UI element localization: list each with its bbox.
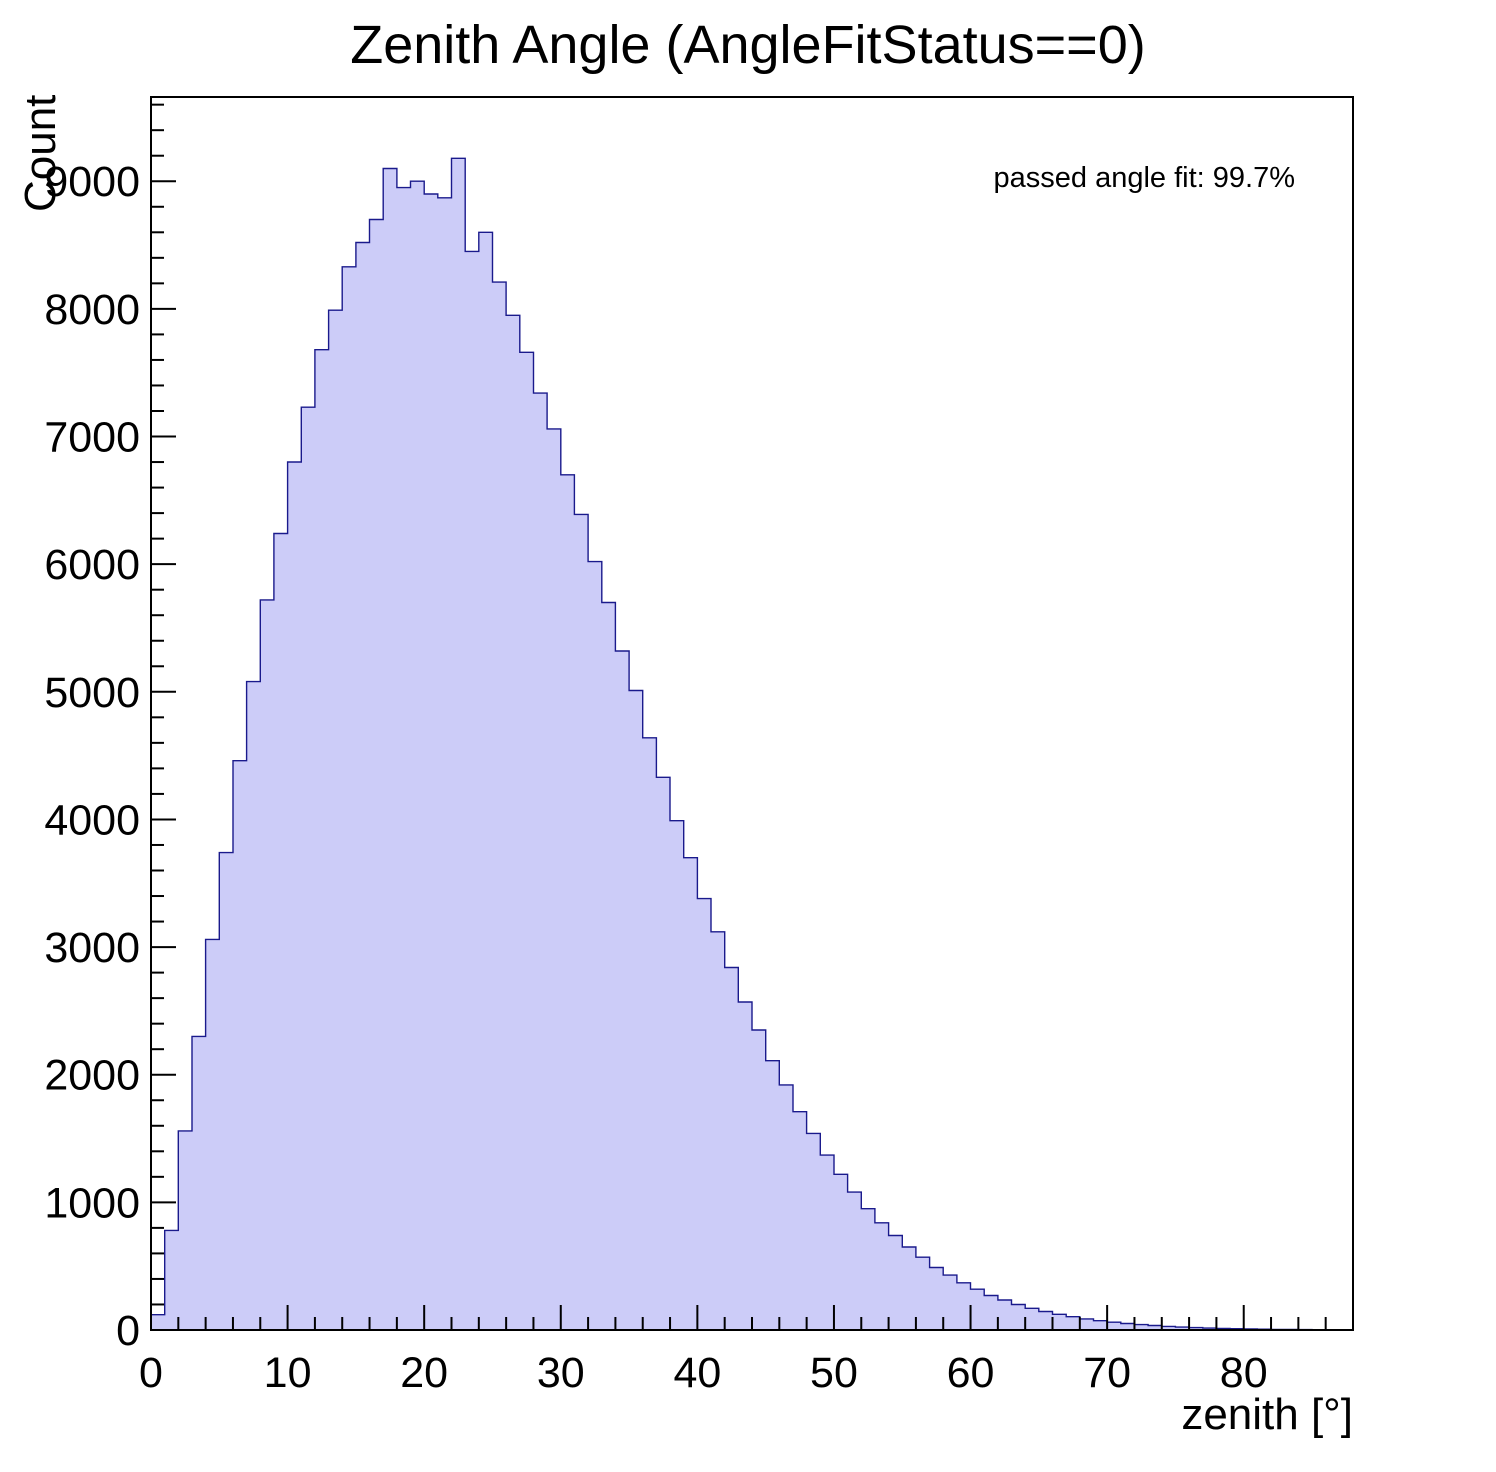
- x-tick-label: 20: [400, 1349, 448, 1397]
- y-tick-label: 5000: [44, 669, 140, 717]
- y-tick-label: 2000: [44, 1052, 140, 1100]
- histogram-area: [150, 157, 1354, 1331]
- x-tick-label: 10: [264, 1349, 312, 1397]
- y-tick-label: 1000: [44, 1179, 140, 1227]
- x-axis-title: zenith [°]: [1181, 1390, 1353, 1439]
- y-axis-title: Count: [16, 94, 65, 212]
- y-tick-label: 9000: [44, 158, 140, 206]
- y-tick-label: 7000: [44, 414, 140, 462]
- y-tick-label: 4000: [44, 796, 140, 844]
- y-tick-label: 8000: [44, 286, 140, 334]
- x-tick-label: 70: [1083, 1349, 1131, 1397]
- x-tick-label: 40: [673, 1349, 721, 1397]
- x-tick-label: 0: [139, 1349, 163, 1397]
- x-tick-label: 50: [810, 1349, 858, 1397]
- y-tick-label: 0: [116, 1307, 140, 1355]
- x-tick-label: 30: [537, 1349, 585, 1397]
- x-tick-label: 80: [1220, 1349, 1268, 1397]
- y-tick-label: 3000: [44, 924, 140, 972]
- x-tick-label: 60: [947, 1349, 995, 1397]
- chart-title: Zenith Angle (AngleFitStatus==0): [350, 15, 1146, 75]
- passed-angle-fit-annotation: passed angle fit: 99.7%: [993, 162, 1295, 194]
- y-tick-label: 6000: [44, 541, 140, 589]
